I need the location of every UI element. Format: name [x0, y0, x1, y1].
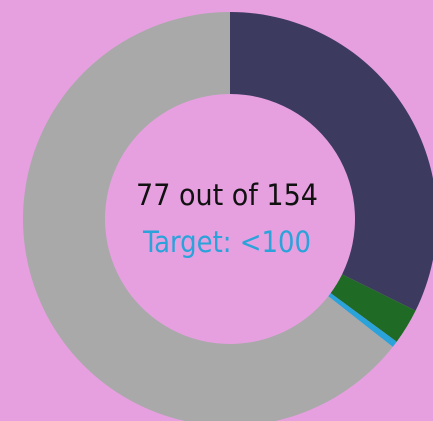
- center-label: 77 out of 154: [136, 178, 318, 212]
- donut-slice: [330, 274, 416, 342]
- donut-slice: [328, 293, 397, 347]
- slices: [23, 12, 433, 421]
- donut-slice: [23, 12, 393, 421]
- donut-slice: [230, 12, 433, 311]
- target-label: Target: <100: [142, 225, 311, 259]
